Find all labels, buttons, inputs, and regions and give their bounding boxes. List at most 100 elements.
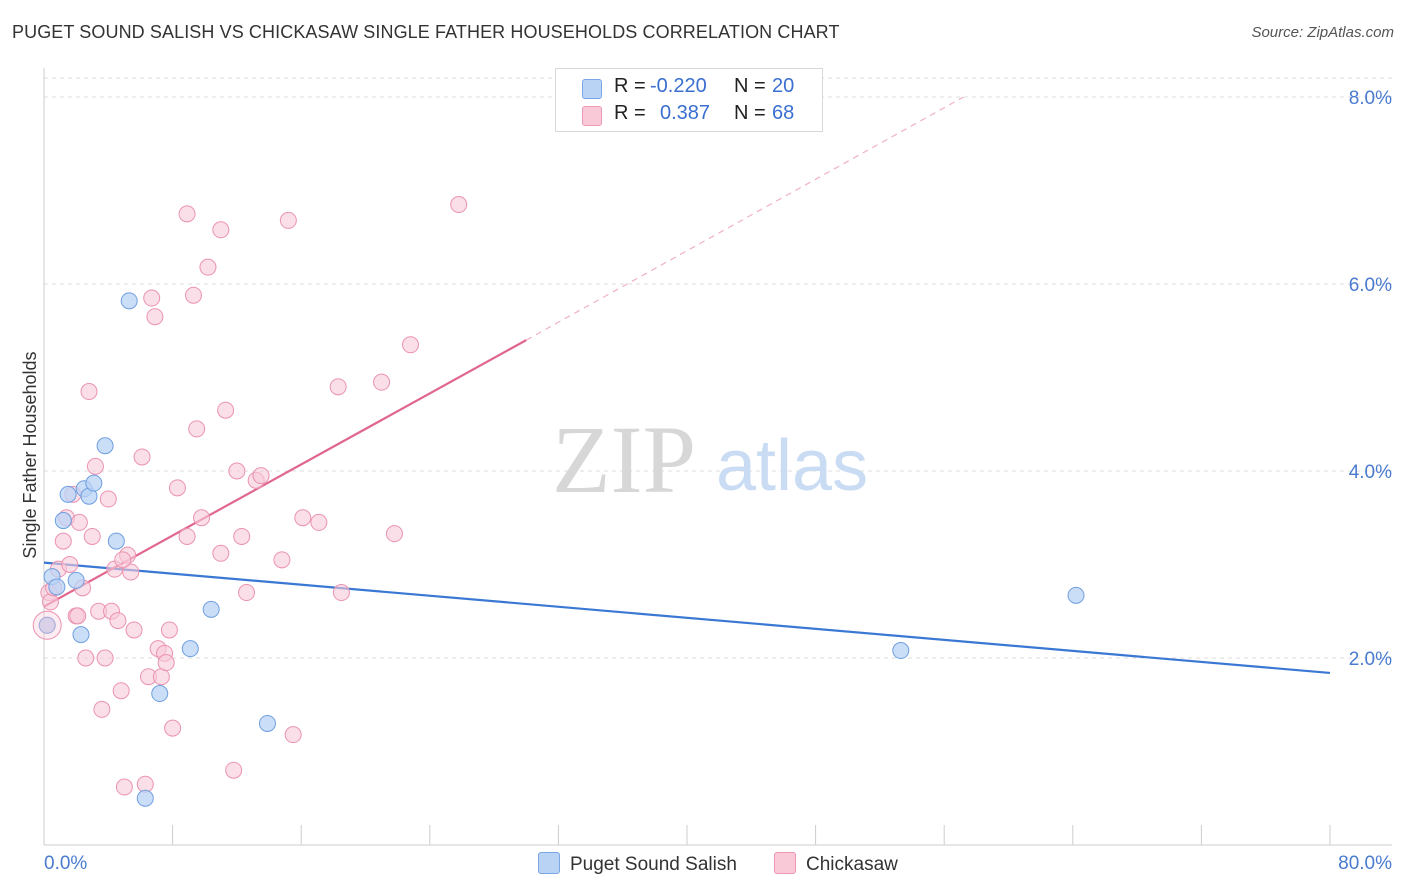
point-chickasaw: [115, 778, 133, 796]
watermark-zip: ZIP: [552, 406, 696, 513]
point-chickasaw: [402, 336, 420, 354]
x-tick-label: 80.0%: [1338, 853, 1392, 874]
point-salish: [38, 616, 56, 634]
y-axis-label: Single Father Households: [20, 351, 40, 558]
point-chickasaw: [80, 383, 98, 401]
trend-lines: [43, 96, 1331, 675]
point-chickasaw: [41, 593, 59, 611]
x-tick-label: 0.0%: [44, 853, 87, 874]
watermark-atlas: atlas: [716, 426, 868, 506]
point-chickasaw: [385, 525, 403, 543]
point-chickasaw: [122, 563, 140, 581]
point-chickasaw: [332, 584, 350, 602]
legend-item-salish: Puget Sound Salish: [538, 852, 737, 876]
point-chickasaw: [168, 479, 186, 497]
point-chickasaw: [212, 221, 230, 239]
point-salish: [85, 474, 103, 492]
point-chickasaw: [83, 527, 101, 545]
point-chickasaw: [225, 761, 243, 779]
r-value-salish: -0.220: [650, 75, 707, 97]
point-chickasaw: [199, 258, 217, 276]
point-chickasaw: [70, 513, 88, 531]
point-salish: [54, 512, 72, 530]
point-chickasaw: [86, 457, 104, 475]
point-chickasaw: [252, 467, 270, 485]
source-label: Source: ZipAtlas.com: [1251, 24, 1394, 41]
point-chickasaw: [178, 205, 196, 223]
point-chickasaw: [69, 607, 87, 625]
y-tick-label: 2.0%: [1349, 649, 1392, 670]
y-tick-label: 8.0%: [1349, 88, 1392, 109]
point-chickasaw: [233, 527, 251, 545]
point-salish: [48, 578, 66, 596]
point-chickasaw: [133, 448, 151, 466]
chart-title: PUGET SOUND SALISH VS CHICKASAW SINGLE F…: [12, 22, 840, 42]
point-salish: [96, 437, 114, 455]
point-chickasaw: [160, 621, 178, 639]
point-salish: [181, 640, 199, 658]
tick-labels: 2.0% 4.0% 6.0% 8.0% 0.0% 80.0%: [44, 88, 1392, 874]
point-chickasaw: [125, 621, 143, 639]
point-chickasaw: [146, 308, 164, 326]
point-chickasaw: [294, 509, 312, 527]
legend-chickasaw-swatch: [774, 852, 796, 874]
point-salish: [202, 600, 220, 618]
y-tick-label: 4.0%: [1349, 462, 1392, 483]
point-chickasaw: [284, 726, 302, 744]
legend-chickasaw-label: Chickasaw: [806, 854, 898, 875]
y-tick-label: 6.0%: [1349, 275, 1392, 296]
point-salish: [72, 626, 90, 644]
point-chickasaw: [109, 612, 127, 630]
point-salish: [67, 571, 85, 589]
legend-item-chickasaw: Chickasaw: [774, 852, 898, 876]
point-chickasaw: [93, 700, 111, 718]
point-chickasaw: [99, 490, 117, 508]
point-chickasaw: [184, 286, 202, 304]
point-chickasaw: [217, 401, 235, 419]
point-chickasaw: [238, 584, 256, 602]
n-value-salish: 20: [772, 75, 795, 97]
n-value-chickasaw: 68: [772, 102, 795, 124]
legend-salish-swatch: [538, 852, 560, 874]
n-label: N =: [734, 75, 766, 97]
point-salish: [1067, 586, 1085, 604]
r-label: R =: [614, 102, 646, 124]
stats-row-chickasaw: R = 0.387 N = 68: [556, 102, 822, 128]
point-salish: [258, 714, 276, 732]
point-salish: [59, 485, 77, 503]
point-chickasaw: [329, 378, 347, 396]
point-salish: [107, 532, 125, 550]
point-chickasaw: [61, 556, 79, 573]
point-chickasaw: [114, 551, 132, 569]
point-salish: [892, 642, 910, 660]
r-value-chickasaw: 0.387: [660, 102, 711, 124]
point-salish: [136, 789, 154, 807]
point-chickasaw: [279, 211, 297, 229]
point-chickasaw: [193, 509, 211, 527]
point-chickasaw: [450, 196, 468, 214]
point-chickasaw: [157, 654, 175, 672]
point-chickasaw: [188, 420, 206, 438]
point-chickasaw: [77, 649, 95, 667]
point-salish: [120, 292, 138, 310]
data-points: [32, 196, 1085, 807]
r-label: R =: [614, 75, 646, 97]
point-chickasaw: [178, 527, 196, 545]
grid-lines: [44, 77, 1392, 659]
legend-salish-label: Puget Sound Salish: [570, 854, 737, 875]
point-chickasaw: [143, 289, 161, 307]
stats-row-salish: R = -0.220 N = 20: [556, 75, 822, 101]
point-chickasaw: [310, 513, 328, 531]
point-chickasaw: [273, 551, 291, 569]
n-label: N =: [734, 102, 766, 124]
watermark: ZIP atlas: [552, 406, 868, 513]
point-chickasaw: [212, 544, 230, 562]
point-chickasaw: [54, 532, 72, 550]
point-salish: [151, 685, 169, 703]
stats-box: R = -0.220 N = 20 R = 0.387 N = 68: [555, 68, 823, 132]
chickasaw-swatch: [582, 106, 602, 126]
point-chickasaw: [373, 373, 391, 391]
point-chickasaw: [112, 682, 130, 700]
point-chickasaw-cluster: [32, 610, 62, 640]
